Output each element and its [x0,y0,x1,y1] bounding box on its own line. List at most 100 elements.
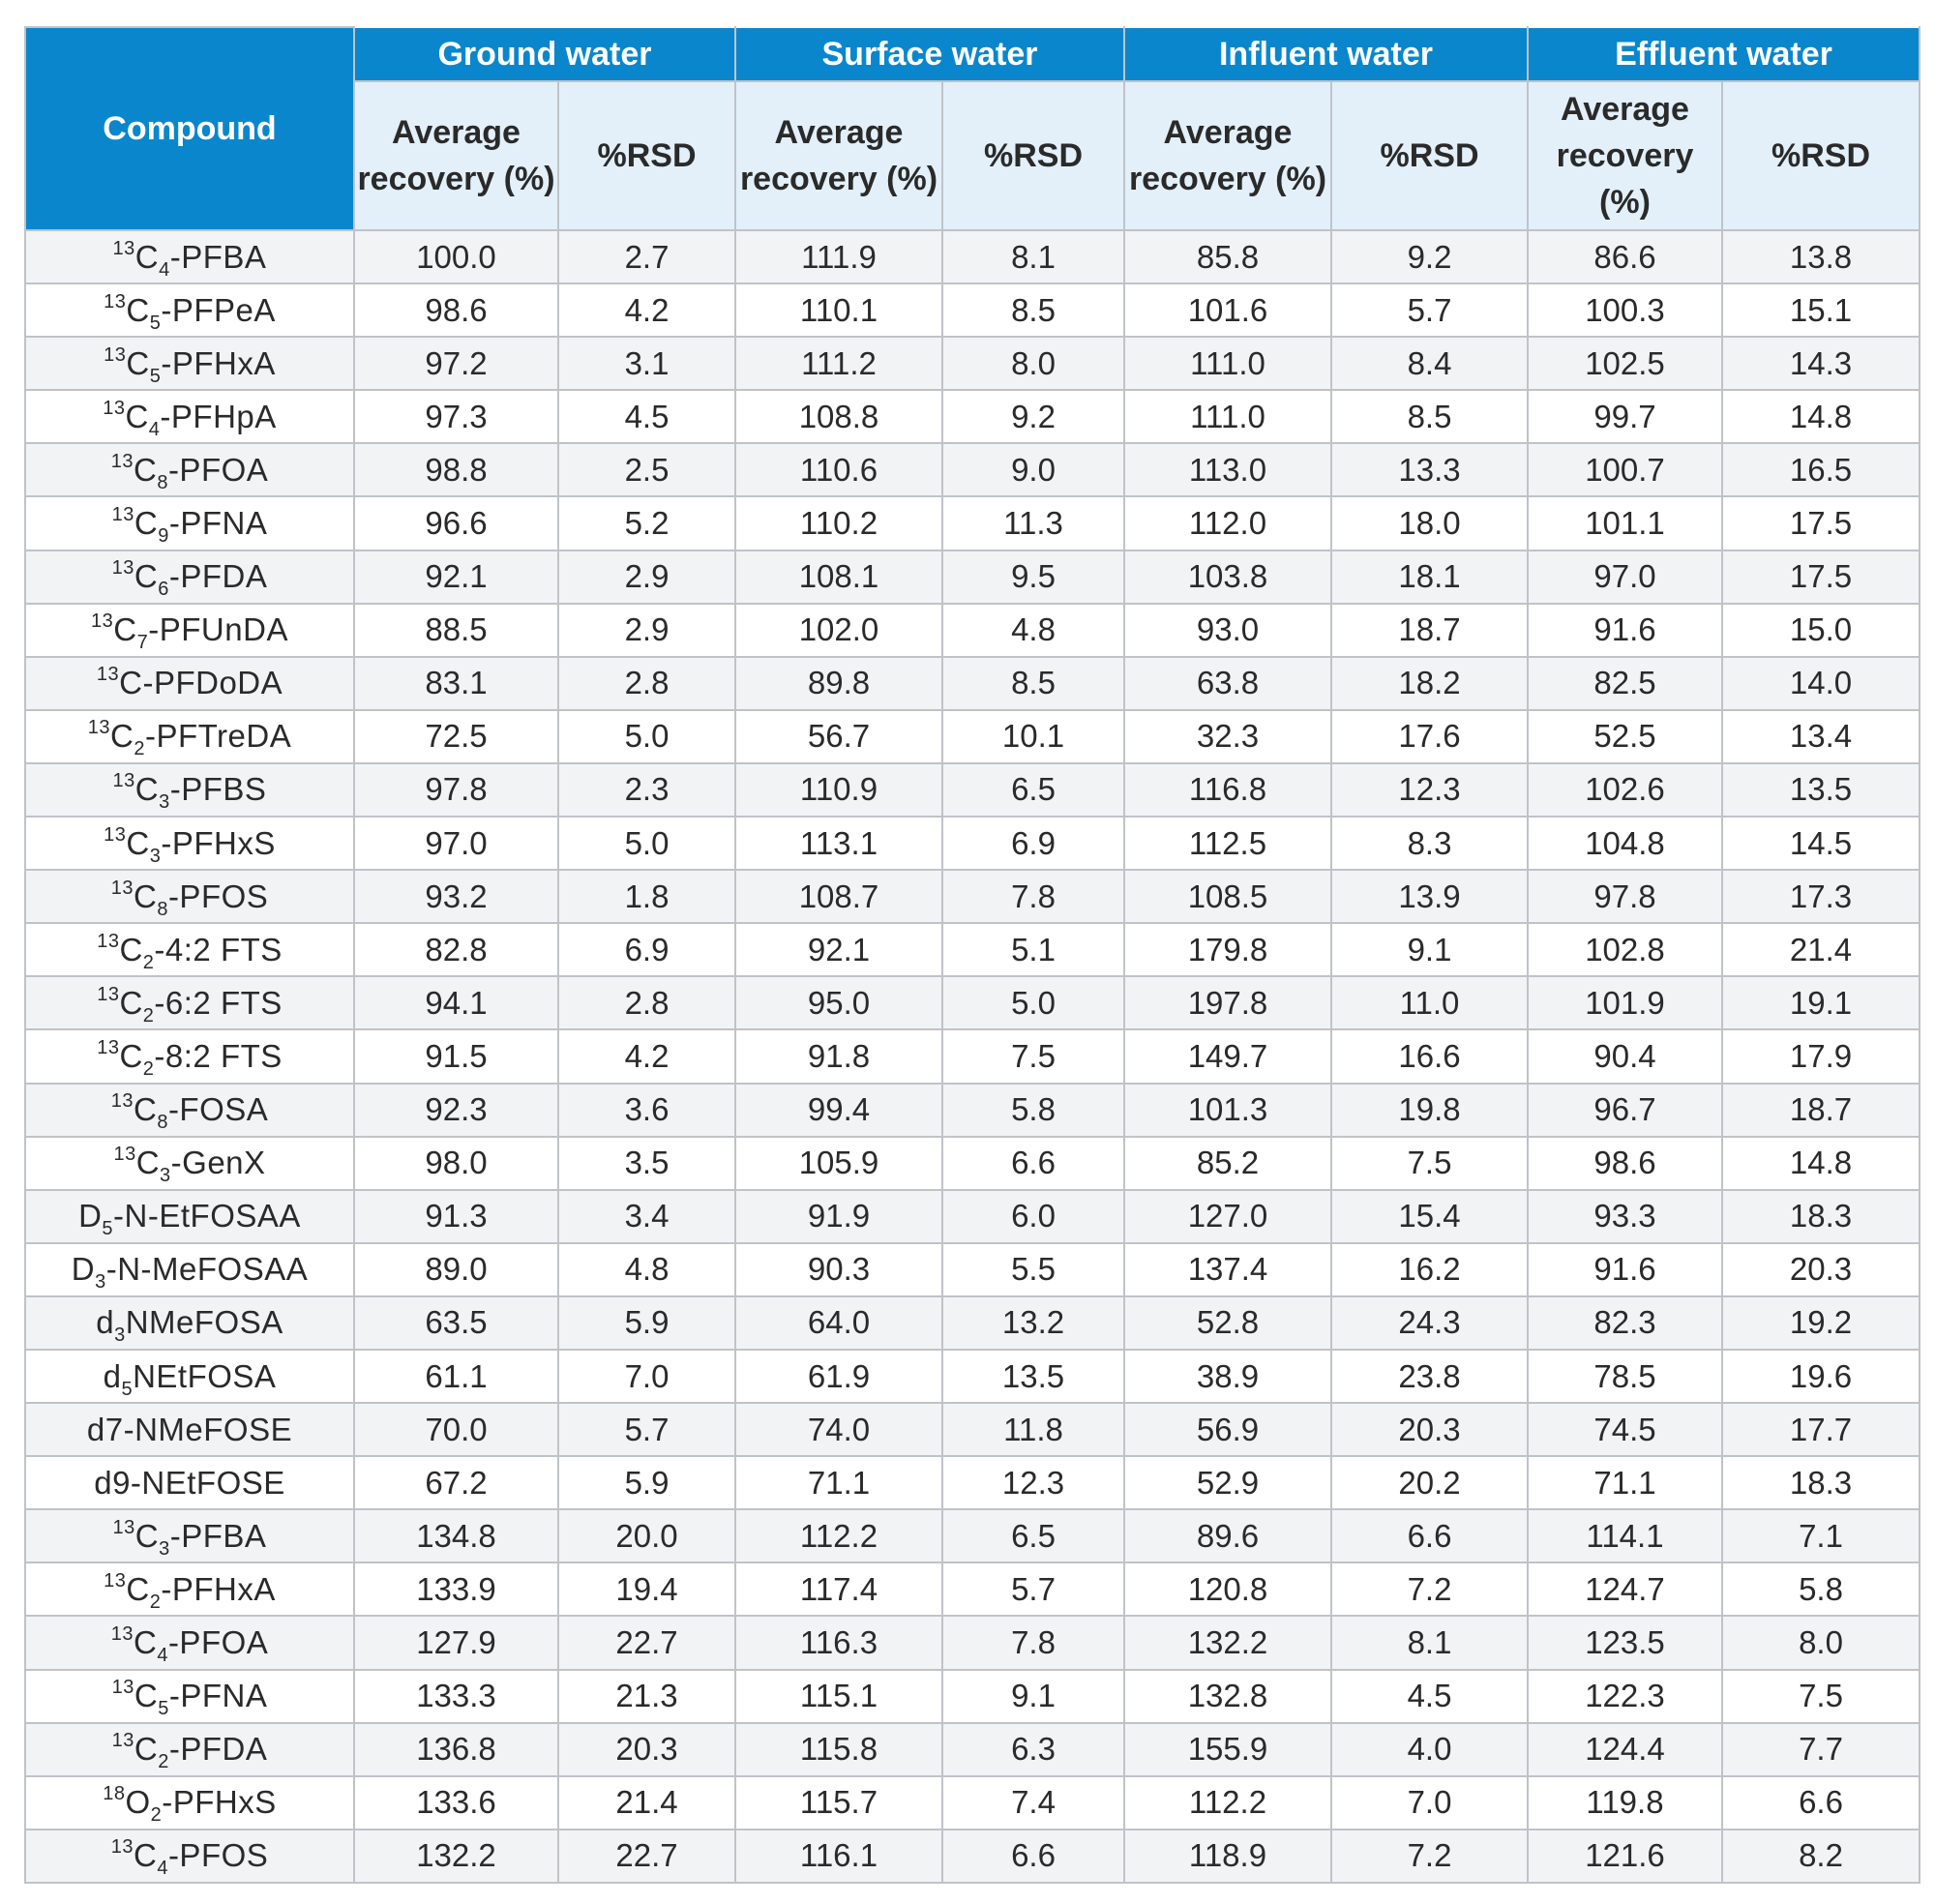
compound-base: d [103,1357,122,1394]
compound-sup: 13 [111,1677,134,1699]
avg-recovery-cell: 94.1 [353,975,559,1031]
avg-recovery-cell: 112.0 [1123,495,1332,551]
avg-recovery-cell: 61.1 [353,1348,559,1405]
avg-recovery-cell: 32.3 [1123,708,1332,764]
avg-recovery-cell: 67.2 [353,1455,559,1511]
rsd-cell: 3.4 [557,1188,736,1244]
rsd-cell: 18.0 [1330,495,1529,551]
rsd-header: %RSD [1721,80,1920,231]
compound-name: 13C2-8:2 FTS [24,1028,355,1085]
table-row: 13C4-PFHpA 97.3 4.5 108.8 9.2 111.0 8.5 99.7 14.… [24,389,1920,445]
compound-rest: -PFOA [167,1623,269,1660]
avg-recovery-cell: 91.6 [1527,602,1723,658]
compound-rest: -PFHpA [160,398,277,434]
compound-rest: -8:2 FTS [154,1037,283,1074]
avg-recovery-cell: 121.6 [1527,1828,1723,1884]
avg-recovery-cell: 52.9 [1123,1455,1332,1511]
rsd-cell: 9.2 [941,389,1125,445]
avg-recovery-cell: 82.5 [1527,655,1723,711]
compound-sub: 3 [95,1271,106,1294]
avg-recovery-cell: 92.3 [353,1082,559,1138]
rsd-cell: 5.7 [557,1402,736,1458]
rsd-cell: 9.1 [941,1668,1125,1724]
avg-recovery-cell: 56.7 [734,708,943,764]
compound-base: C [133,878,158,914]
compound-name: 13C3-GenX [24,1135,355,1191]
rsd-cell: 13.9 [1330,869,1529,925]
rsd-cell: 14.8 [1721,1135,1920,1191]
rsd-cell: 22.7 [557,1615,736,1671]
compound-rest: -PFOS [167,878,269,914]
avg-recovery-header: Average recovery (%) [1527,80,1723,231]
avg-recovery-cell: 64.0 [734,1294,943,1351]
rsd-cell: 8.5 [941,283,1125,339]
avg-recovery-cell: 102.0 [734,602,943,658]
compound-name: 13C5-PFPeA [24,283,355,339]
compound-sup: 13 [97,930,120,952]
table-row: 13C-PFDoDA 83.1 2.8 89.8 8.5 63.8 18.2 82.5 14.0 [24,655,1920,711]
avg-recovery-cell: 197.8 [1123,975,1332,1031]
rsd-cell: 5.7 [941,1562,1125,1618]
compound-sup: 13 [113,1144,136,1166]
compound-rest: -PFTreDA [144,718,292,755]
compound-rest: -FOSA [167,1091,269,1128]
avg-recovery-header: Average recovery (%) [353,80,559,231]
avg-recovery-cell: 133.3 [353,1668,559,1724]
table-row: 13C5-PFNA 133.3 21.3 115.1 9.1 132.8 4.5 122.3 7… [24,1668,1920,1724]
avg-recovery-cell: 97.0 [1527,549,1723,605]
compound-base: C [135,1145,161,1181]
table-row: 13C2-8:2 FTS 91.5 4.2 91.8 7.5 149.7 16.6 90.4 1… [24,1028,1920,1085]
compound-name: 13C6-PFDA [24,549,355,605]
avg-recovery-cell: 70.0 [353,1402,559,1458]
avg-recovery-cell: 118.9 [1123,1828,1332,1884]
avg-recovery-cell: 89.8 [734,655,943,711]
avg-recovery-cell: 136.8 [353,1721,559,1777]
table-row: 18O2-PFHxS 133.6 21.4 115.7 7.4 112.2 7.0 119.8… [24,1774,1920,1830]
rsd-cell: 19.8 [1330,1082,1529,1138]
compound-sub: 2 [150,1804,163,1827]
compound-sub: 4 [159,258,170,281]
rsd-cell: 5.7 [1330,283,1529,339]
rsd-cell: 7.0 [557,1348,736,1405]
compound-base: C [134,1678,159,1714]
compound-base: D [71,1251,96,1288]
compound-sup: 13 [104,343,127,366]
compound-sup: 13 [110,1090,134,1113]
table-row: d5NEtFOSA 61.1 7.0 61.9 13.5 38.9 23.8 78.5 19.6 [24,1348,1920,1405]
avg-recovery-cell: 119.8 [1527,1774,1723,1830]
avg-recovery-cell: 91.3 [353,1188,559,1244]
rsd-cell: 7.8 [941,869,1125,925]
rsd-cell: 17.9 [1721,1028,1920,1085]
avg-recovery-cell: 89.0 [353,1241,559,1297]
table-row: 13C3-PFHxS 97.0 5.0 113.1 6.9 112.5 8.3 104.8 14… [24,816,1920,872]
table-row: 13C2-6:2 FTS 94.1 2.8 95.0 5.0 197.8 11.0 101.9… [24,975,1920,1031]
compound-base: C [125,398,149,434]
avg-recovery-cell: 100.3 [1527,283,1723,339]
compound-rest: -PFHxA [161,344,276,381]
rsd-cell: 9.5 [941,549,1125,605]
avg-recovery-cell: 111.0 [1123,389,1332,445]
avg-recovery-cell: 132.8 [1123,1668,1332,1724]
group-header-surface: Surface water [734,26,1125,82]
rsd-header: %RSD [941,80,1125,231]
avg-recovery-cell: 90.3 [734,1241,943,1297]
compound-base: C [133,1837,158,1874]
table-row: 13C7-PFUnDA 88.5 2.9 102.0 4.8 93.0 18.7 91.6 15… [24,602,1920,658]
rsd-cell: 21.4 [1721,922,1920,978]
rsd-cell: 5.0 [557,816,736,872]
compound-sub: 4 [157,1858,168,1880]
avg-recovery-cell: 74.5 [1527,1402,1723,1458]
compound-name: 13C2-6:2 FTS [24,975,355,1031]
avg-recovery-cell: 63.5 [353,1294,559,1351]
compound-rest: -PFDA [168,1731,268,1768]
rsd-cell: 2.7 [557,228,736,285]
rsd-cell: 7.8 [941,1615,1125,1671]
avg-recovery-cell: 117.4 [734,1562,943,1618]
avg-recovery-cell: 110.1 [734,283,943,339]
rsd-cell: 9.1 [1330,922,1529,978]
compound-name: 13C4-PFHpA [24,389,355,445]
table-row: 13C2-PFHxA 133.9 19.4 117.4 5.7 120.8 7.2 124.7… [24,1562,1920,1618]
compound-base: C [119,984,143,1021]
rsd-cell: 7.2 [1330,1828,1529,1884]
rsd-cell: 19.6 [1721,1348,1920,1405]
